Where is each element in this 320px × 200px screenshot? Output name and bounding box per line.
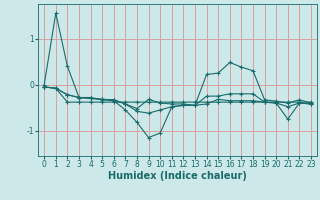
X-axis label: Humidex (Indice chaleur): Humidex (Indice chaleur) bbox=[108, 171, 247, 181]
